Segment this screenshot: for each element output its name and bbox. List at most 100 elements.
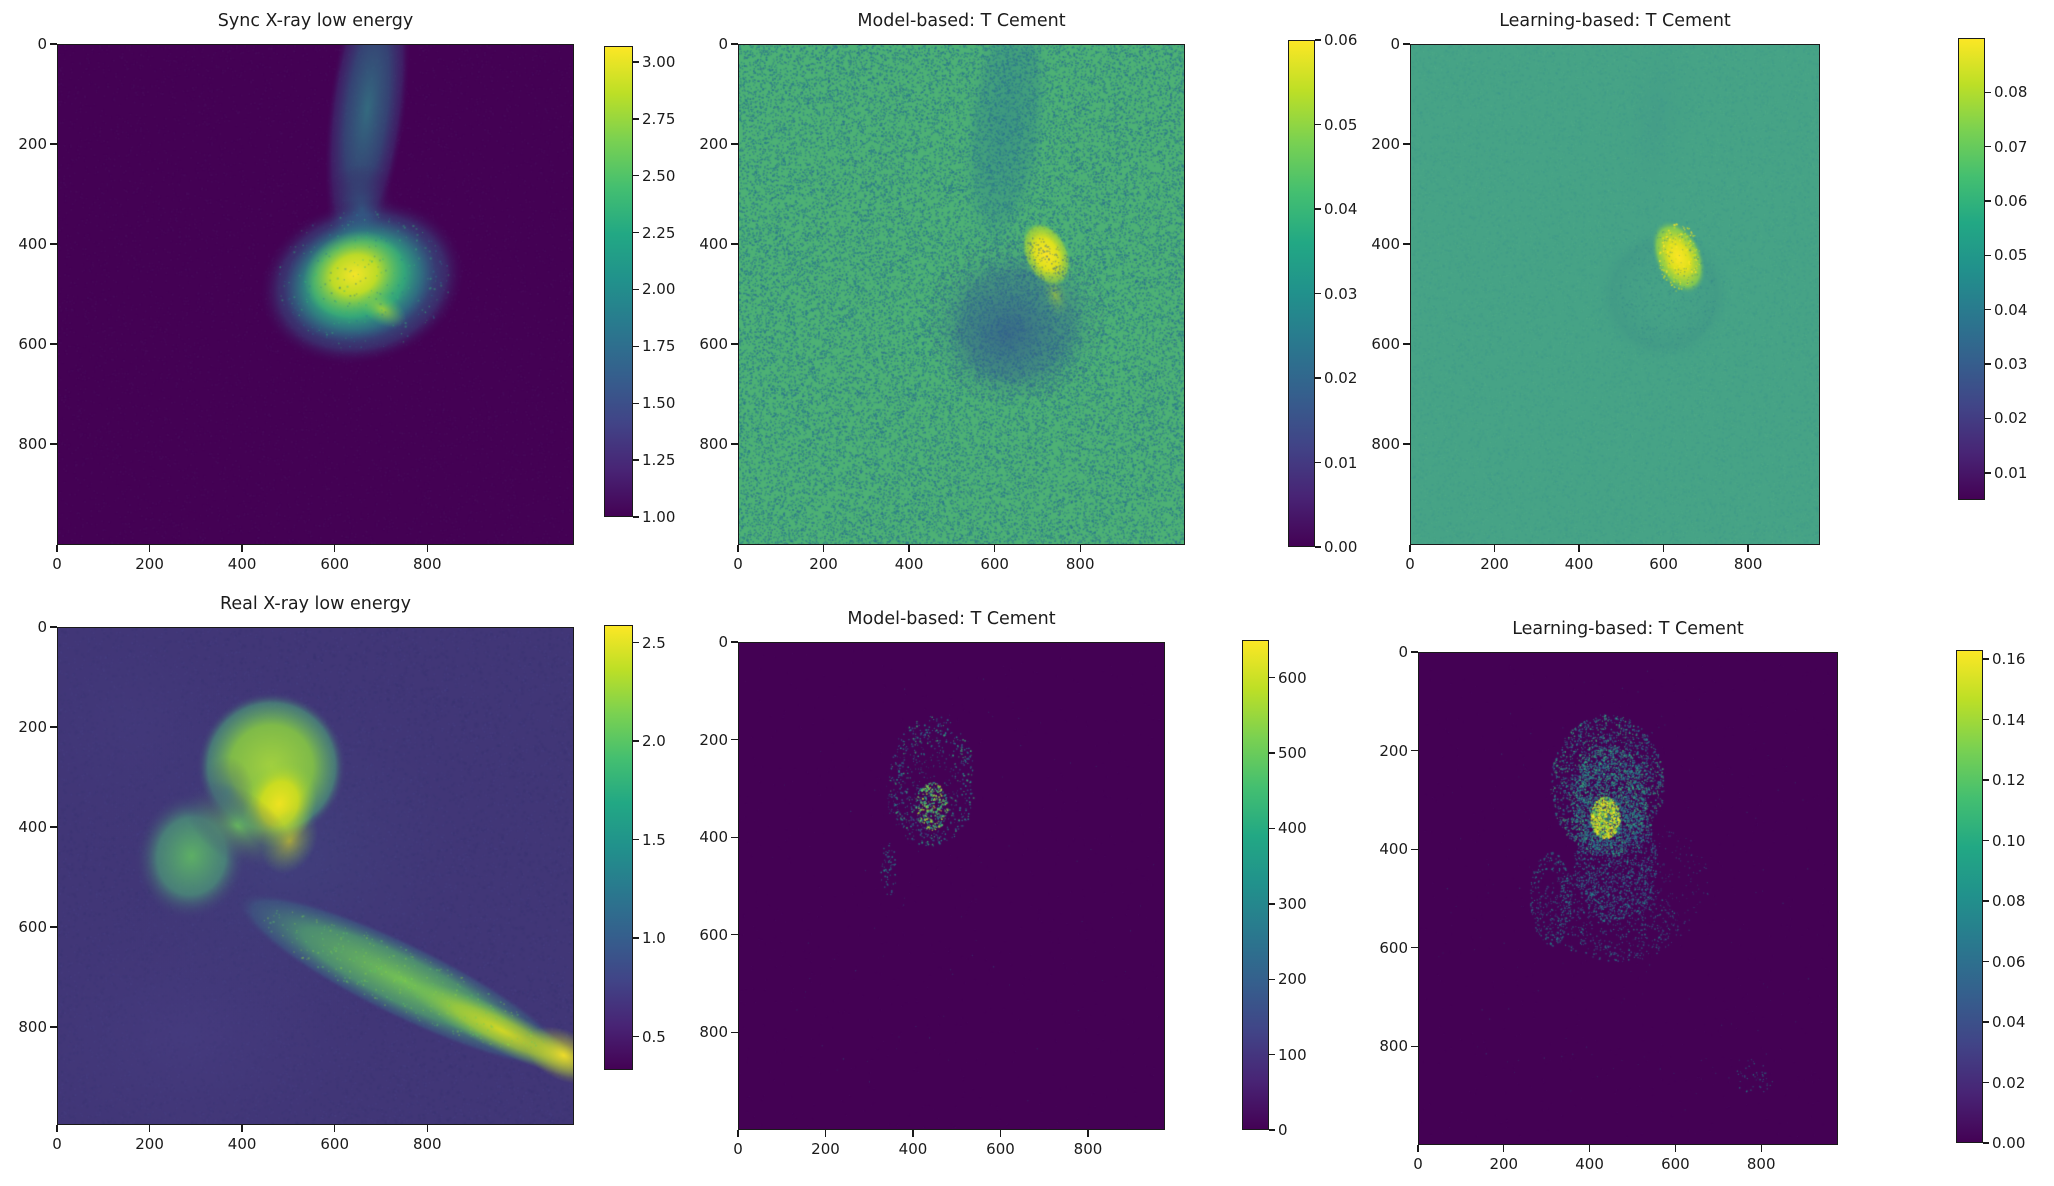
x-tick-label: 400 xyxy=(227,1135,257,1153)
y-tick-mark xyxy=(1403,443,1410,445)
x-tick-mark xyxy=(56,1125,58,1132)
x-tick-label: 0 xyxy=(733,555,743,573)
x-tick-mark xyxy=(824,1130,827,1137)
heatmap-image-sync-xray xyxy=(57,44,574,545)
colorbar-tick-label: 500 xyxy=(1278,744,1307,763)
colorbar-tick-label: 0.00 xyxy=(1992,1134,2026,1152)
y-tick-label: 800 xyxy=(699,435,728,453)
y-tick-mark xyxy=(50,626,57,628)
colorbar-tick-mark xyxy=(1269,978,1275,980)
y-tick-label: 600 xyxy=(18,335,47,353)
x-tick-mark xyxy=(1087,1130,1089,1137)
y-tick-label: 200 xyxy=(1379,741,1408,760)
colorbar-tick-label: 100 xyxy=(1278,1045,1307,1064)
x-tick-mark xyxy=(908,545,910,552)
x-tick-label: 800 xyxy=(1073,1140,1103,1158)
colorbar-tick-label: 1.5 xyxy=(642,830,666,849)
colorbar-tick-label: 0.06 xyxy=(1992,952,2026,971)
y-tick-label: 200 xyxy=(699,730,728,749)
colorbar-gradient xyxy=(604,625,633,1070)
x-tick-label: 800 xyxy=(412,1135,442,1153)
x-tick-label: 400 xyxy=(227,555,257,573)
x-tick-mark xyxy=(1588,1145,1591,1152)
y-tick-mark xyxy=(1411,651,1418,653)
colorbar-tick-label: 0.02 xyxy=(1994,409,2028,428)
heatmap-image-model-based-bottom xyxy=(738,642,1165,1130)
colorbar-tick-label: 2.0 xyxy=(642,732,666,751)
x-tick-mark xyxy=(241,1125,243,1132)
colorbar-tick-mark xyxy=(633,740,639,742)
colorbar-tick-label: 3.00 xyxy=(642,52,676,71)
colorbar-tick-label: 0.06 xyxy=(1324,31,1358,49)
x-tick-label: 200 xyxy=(1480,555,1509,573)
colorbar-tick-mark xyxy=(1985,146,1991,148)
colorbar-tick-mark xyxy=(633,61,639,63)
y-tick-label: 0 xyxy=(37,618,47,636)
colorbar-tick-label: 0.04 xyxy=(1994,300,2028,319)
y-tick-label: 400 xyxy=(18,818,47,836)
y-tick-mark xyxy=(50,343,57,345)
colorbar-tick-label: 0.05 xyxy=(1994,246,2028,265)
x-tick-label: 600 xyxy=(1649,555,1678,573)
x-tick-label: 800 xyxy=(412,555,442,573)
colorbar-tick-label: 0.04 xyxy=(1992,1013,2026,1032)
colorbar-tick-mark xyxy=(1985,254,1991,257)
colorbar-tick-label: 2.00 xyxy=(642,280,676,299)
colorbar-tick-mark xyxy=(1315,546,1321,548)
y-tick-label: 800 xyxy=(699,1023,728,1042)
x-tick-label: 400 xyxy=(894,555,924,573)
x-tick-mark xyxy=(737,545,739,552)
y-tick-label: 600 xyxy=(1379,938,1408,957)
y-tick-mark xyxy=(731,243,738,245)
colorbar-tick-label: 300 xyxy=(1278,894,1307,913)
y-tick-mark xyxy=(50,243,57,245)
colorbar-tick-label: 0.07 xyxy=(1994,137,2028,156)
colorbar-tick-mark xyxy=(1983,839,1989,842)
y-tick-label: 200 xyxy=(18,135,47,153)
colorbar-tick-mark xyxy=(1983,900,1989,902)
colorbar-tick-mark xyxy=(633,459,639,461)
subplot-title-sync-xray-low-energy: Sync X-ray low energy xyxy=(217,11,414,31)
colorbar-tick-label: 0 xyxy=(1278,1121,1288,1139)
colorbar-tick-mark xyxy=(633,516,639,518)
x-tick-label: 400 xyxy=(1575,1155,1604,1173)
y-tick-label: 0 xyxy=(1398,643,1408,661)
x-tick-label: 200 xyxy=(135,555,164,573)
colorbar-tick-mark xyxy=(1985,472,1991,474)
y-tick-mark xyxy=(50,43,57,45)
y-tick-mark xyxy=(731,443,738,445)
colorbar-tick-label: 0.03 xyxy=(1324,284,1358,303)
colorbar-tick-mark xyxy=(1983,960,1989,963)
colorbar-gradient xyxy=(1958,38,1985,500)
colorbar-tick-label: 0.12 xyxy=(1992,771,2026,790)
x-tick-mark xyxy=(426,545,428,552)
colorbar-tick-label: 0.14 xyxy=(1992,710,2026,729)
y-tick-label: 600 xyxy=(699,335,728,353)
colorbar-tick-label: 0.04 xyxy=(1324,200,1358,218)
colorbar-tick-mark xyxy=(633,838,639,841)
x-tick-label: 600 xyxy=(1661,1155,1690,1173)
colorbar-tick-label: 0.08 xyxy=(1992,892,2026,911)
colorbar-tick-mark xyxy=(1985,309,1991,311)
x-tick-mark xyxy=(1493,545,1496,552)
x-tick-mark xyxy=(334,545,336,552)
colorbar-gradient xyxy=(1956,650,1983,1143)
y-tick-mark xyxy=(731,836,738,838)
y-tick-mark xyxy=(1411,749,1418,752)
colorbar-tick-label: 1.50 xyxy=(642,394,676,413)
colorbar-tick-label: 0.03 xyxy=(1994,355,2028,374)
x-tick-label: 200 xyxy=(811,1140,840,1158)
colorbar-tick-mark xyxy=(1985,200,1991,202)
y-tick-mark xyxy=(1403,43,1410,45)
heatmap-image-learning-based-bottom xyxy=(1418,652,1838,1145)
x-tick-mark xyxy=(1409,545,1411,552)
x-tick-label: 600 xyxy=(980,555,1009,573)
colorbar-tick-mark xyxy=(633,937,639,939)
colorbar-tick-label: 0.01 xyxy=(1324,453,1358,472)
x-tick-mark xyxy=(1747,545,1749,552)
colorbar-tick-mark xyxy=(633,1035,639,1038)
x-tick-mark xyxy=(334,1125,336,1132)
x-tick-mark xyxy=(822,545,825,552)
colorbar-tick-label: 0.01 xyxy=(1994,463,2028,482)
colorbar-gradient xyxy=(1288,40,1315,547)
